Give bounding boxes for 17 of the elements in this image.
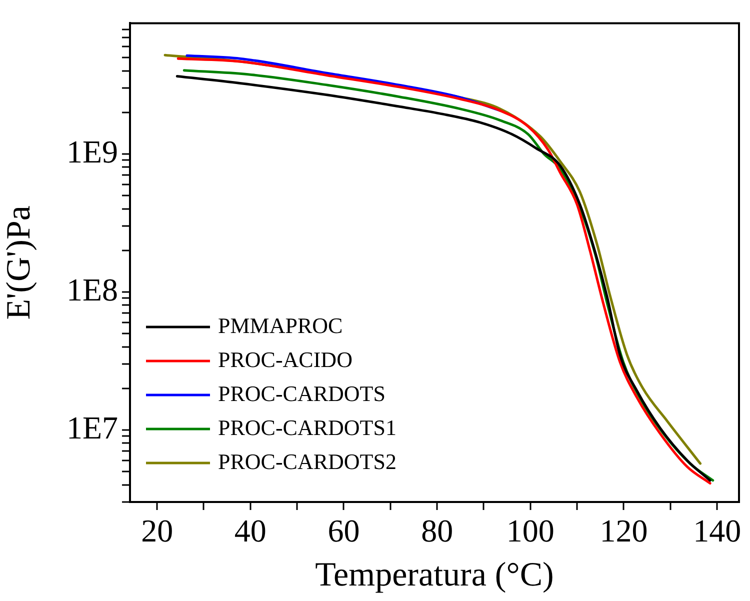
y-tick-label: 1E9 (66, 133, 118, 170)
x-tick-label: 60 (328, 512, 360, 549)
y-axis-title: E'(G')Pa (0, 205, 38, 320)
legend-label: PMMAPROC (218, 312, 343, 338)
legend-label: PROC-CARDOTS1 (218, 414, 396, 440)
x-tick-label: 80 (421, 512, 454, 549)
legend-label: PROC-CARDOTS2 (218, 448, 396, 474)
x-tick-label: 20 (141, 512, 174, 549)
legend-label: PROC-ACIDO (218, 346, 352, 372)
x-tick-label: 120 (600, 512, 648, 549)
x-tick-label: 40 (234, 512, 266, 549)
y-tick-label: 1E7 (66, 409, 118, 446)
y-tick-label: 1E8 (66, 271, 118, 308)
x-axis-title: Temperatura (°C) (315, 556, 554, 594)
x-tick-label: 140 (693, 512, 742, 549)
legend-label: PROC-CARDOTS (218, 380, 386, 406)
x-tick-label: 100 (506, 512, 554, 549)
